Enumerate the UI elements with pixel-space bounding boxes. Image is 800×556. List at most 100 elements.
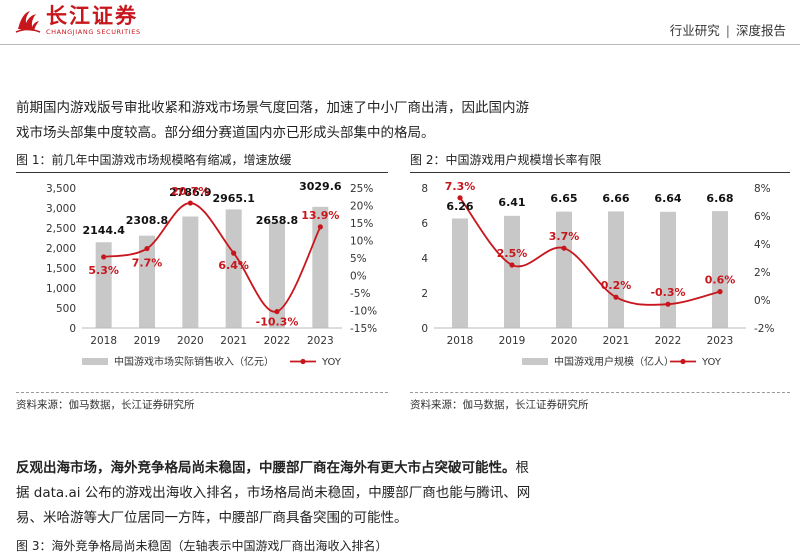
bar-value-label: 2308.8: [126, 214, 168, 227]
y-axis-tick-label: 500: [56, 303, 76, 315]
legend-bar-label: 中国游戏用户规模（亿人）: [554, 355, 674, 368]
x-axis-tick-label: 2018: [447, 335, 474, 347]
intro-line-2: 戏市场头部集中度较高。部分细分赛道国内亦已形成头部集中的格局。: [16, 125, 435, 141]
legend-bar-swatch: [82, 358, 108, 365]
figure-1-source-divider: [16, 392, 388, 393]
logo-chinese-name: 长江证券: [46, 4, 138, 28]
section-label: 行业研究: [669, 23, 720, 38]
overseas-line-1-rest: 根: [515, 460, 530, 476]
y2-axis-tick-label: 4%: [754, 239, 771, 251]
bar-value-label: 6.65: [550, 192, 577, 205]
y2-axis-tick-label: -2%: [754, 323, 774, 335]
yoy-value-label: 2.5%: [497, 247, 528, 260]
figure-2-source: 资料来源：伽马数据，长江证券研究所: [410, 399, 589, 411]
report-type-label: 深度报告: [735, 23, 786, 38]
bar: [608, 211, 624, 328]
y2-axis-tick-label: 25%: [350, 183, 373, 195]
x-axis-tick-label: 2021: [603, 335, 630, 347]
y-axis-tick-label: 1,000: [46, 283, 76, 295]
bar: [452, 218, 468, 328]
overseas-key-sentence: 反观出海市场，海外竞争格局尚未稳固，中腰部厂商在海外有更大市占突破可能性。: [16, 460, 516, 476]
x-axis-tick-label: 2021: [220, 335, 247, 347]
legend-bar-swatch: [522, 358, 548, 365]
x-axis-tick-label: 2020: [551, 335, 578, 347]
figure-1-title-rule: [16, 172, 388, 173]
legend-line-marker: [300, 358, 306, 365]
header-divider: [0, 44, 800, 45]
bar-value-label: 6.41: [498, 196, 525, 209]
yoy-point: [317, 224, 323, 230]
y2-axis-tick-label: 8%: [754, 183, 771, 195]
y-axis-tick-label: 1,500: [46, 263, 76, 275]
overseas-paragraph: 反观出海市场，海外竞争格局尚未稳固，中腰部厂商在海外有更大市占突破可能性。根 据…: [16, 456, 776, 531]
y-axis-tick-label: 2,000: [46, 243, 76, 255]
x-axis-tick-label: 2023: [707, 335, 734, 347]
yoy-point: [231, 250, 237, 256]
y2-axis-tick-label: 15%: [350, 218, 373, 230]
legend-line-marker: [680, 358, 686, 365]
bar: [712, 211, 728, 328]
y-axis-tick-label: 2,500: [46, 223, 76, 235]
y2-axis-tick-label: 0%: [754, 295, 771, 307]
y2-axis-tick-label: -15%: [350, 323, 377, 335]
yoy-value-label: -10.3%: [256, 316, 299, 329]
y2-axis-tick-label: -5%: [350, 288, 370, 300]
figure-3-title: 图 3：海外竞争格局尚未稳固（左轴表示中国游戏厂商出海收入排名）: [16, 539, 388, 553]
changjiang-logo-icon: [15, 10, 41, 33]
y-axis-tick-label: 0: [69, 323, 76, 335]
y-axis-tick-label: 4: [421, 253, 428, 265]
header-separator: |: [725, 23, 730, 38]
x-axis-tick-label: 2019: [499, 335, 526, 347]
yoy-value-label: 13.9%: [301, 209, 339, 222]
bar: [660, 211, 676, 328]
y-axis-tick-label: 0: [421, 323, 428, 335]
y-axis-tick-label: 6: [421, 218, 428, 230]
bar-value-label: 6.26: [446, 200, 473, 213]
x-axis-tick-label: 2022: [655, 335, 682, 347]
y-axis-tick-label: 8: [421, 183, 428, 195]
overseas-line-3: 易、米哈游等大厂位居同一方阵，中腰部厂商具备突围的可能性。: [16, 510, 408, 526]
bar: [269, 221, 285, 328]
figure-2-chart: 6.26 6.41 6.65 6.66 6.64 6.68 7.3% 2.5% 3.7% 0.2%…: [421, 180, 774, 368]
yoy-value-label: 0.6%: [705, 274, 736, 287]
legend-line-label: YOY: [321, 357, 342, 368]
bar: [504, 215, 520, 328]
page-header: 长江证券 CHANGJIANG SECURITIES 行业研究 | 深度报告: [0, 0, 800, 48]
y2-axis-tick-label: -10%: [350, 306, 377, 318]
figure-2-title: 图 2：中国游戏用户规模增长率有限: [410, 153, 602, 167]
yoy-value-label: 6.4%: [218, 259, 249, 272]
yoy-value-label: 0.2%: [601, 279, 632, 292]
yoy-value-label: 5.3%: [88, 264, 119, 277]
y2-axis-tick-label: 10%: [350, 236, 373, 248]
bar: [182, 216, 199, 328]
yoy-value-label: 7.3%: [445, 180, 476, 193]
yoy-point: [187, 200, 193, 206]
intro-paragraph: 前期国内游戏版号审批收紧和游戏市场景气度回落，加速了中小厂商出清，因此国内游 戏…: [16, 96, 776, 146]
figure-2-source-divider: [410, 392, 790, 393]
bar-value-label: 2144.4: [82, 224, 125, 237]
yoy-point: [144, 245, 150, 252]
y-axis-tick-label: 3,000: [46, 203, 76, 215]
yoy-point: [665, 301, 671, 307]
overseas-line-2: 据 data.ai 公布的游戏出海收入排名，市场格局尚未稳固，中腰部厂商也能与腾…: [16, 485, 531, 501]
y2-axis-tick-label: 2%: [754, 267, 771, 279]
report-category: 行业研究 | 深度报告: [670, 20, 786, 39]
yoy-point: [101, 254, 107, 260]
yoy-value-label: -0.3%: [650, 286, 685, 299]
bar: [139, 235, 155, 328]
yoy-point: [613, 294, 619, 300]
figure-1-source: 资料来源：伽马数据，长江证券研究所: [16, 399, 195, 411]
yoy-point: [717, 289, 723, 295]
brand-logo: 长江证券 CHANGJIANG SECURITIES: [14, 6, 141, 36]
bar-value-label: 6.68: [706, 192, 733, 205]
y-axis-tick-label: 3,500: [46, 183, 76, 195]
x-axis-tick-label: 2023: [307, 335, 334, 347]
bar-value-label: 2965.1: [212, 192, 254, 205]
bar: [95, 242, 112, 328]
logo-english-name: CHANGJIANG SECURITIES: [46, 28, 141, 36]
x-axis-tick-label: 2020: [177, 335, 204, 347]
bar-value-label: 2658.8: [256, 214, 298, 227]
y2-axis-tick-label: 0%: [350, 271, 367, 283]
y2-axis-tick-label: 6%: [754, 211, 771, 223]
